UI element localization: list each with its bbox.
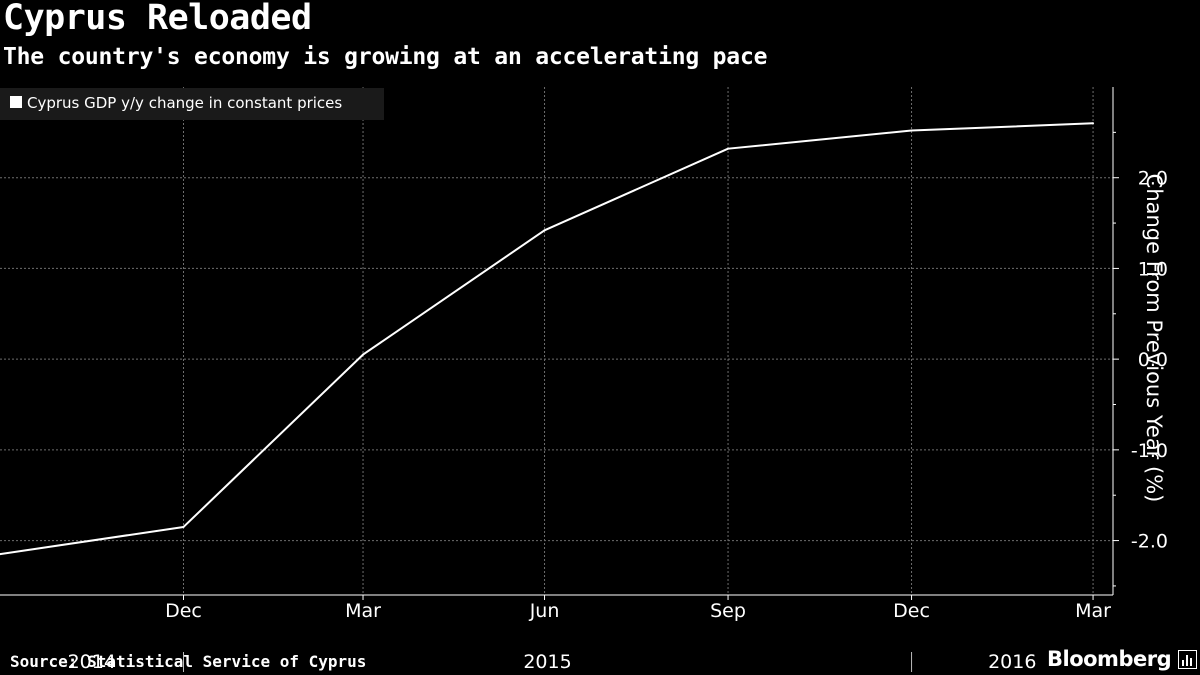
legend-label: Cyprus GDP y/y change in constant prices	[27, 94, 342, 112]
data-point	[182, 525, 185, 528]
x-tick-label: Dec	[165, 600, 202, 622]
bar-chart-icon	[1178, 650, 1197, 669]
data-point	[543, 229, 546, 232]
legend-background	[0, 88, 384, 120]
y-tick-label: 2.0	[1138, 168, 1168, 190]
data-point	[1092, 122, 1095, 125]
y-tick-label: -2.0	[1131, 531, 1168, 553]
x-tick-label: Dec	[893, 600, 930, 622]
year-label: 2015	[523, 651, 571, 673]
chart-subtitle: The country's economy is growing at an a…	[3, 44, 768, 70]
grid-lines	[0, 87, 1113, 595]
y-tick-label: 1.0	[1138, 258, 1168, 280]
series-line	[0, 122, 1094, 556]
data-point	[727, 147, 730, 150]
source-note: Source: Statistical Service of Cyprus	[10, 652, 367, 671]
y-tick-label: 0.0	[1138, 349, 1168, 371]
x-tick-label: Sep	[710, 600, 746, 622]
data-point	[0, 553, 1, 556]
year-label: 2016	[988, 651, 1036, 673]
x-tick-label: Jun	[529, 600, 560, 622]
data-point	[910, 129, 913, 132]
x-tick-label: Mar	[345, 600, 381, 622]
year-label: 2014	[68, 651, 116, 673]
series-lines	[0, 122, 1095, 556]
x-tick-label: Mar	[1075, 600, 1111, 622]
legend: Cyprus GDP y/y change in constant prices	[0, 88, 384, 120]
data-point	[362, 353, 365, 356]
y-tick-label: -1.0	[1131, 440, 1168, 462]
chart-title: Cyprus Reloaded	[3, 0, 312, 38]
bloomberg-logo: Bloomberg	[1047, 647, 1172, 671]
axes: -2.0 -1.0 0.0 1.0 2.0 Dec Mar Jun Sep Dec Mar 2014 2…	[0, 87, 1168, 673]
legend-swatch	[10, 96, 22, 108]
y-axis-label: Change From Previous Year (%)	[1142, 174, 1166, 503]
